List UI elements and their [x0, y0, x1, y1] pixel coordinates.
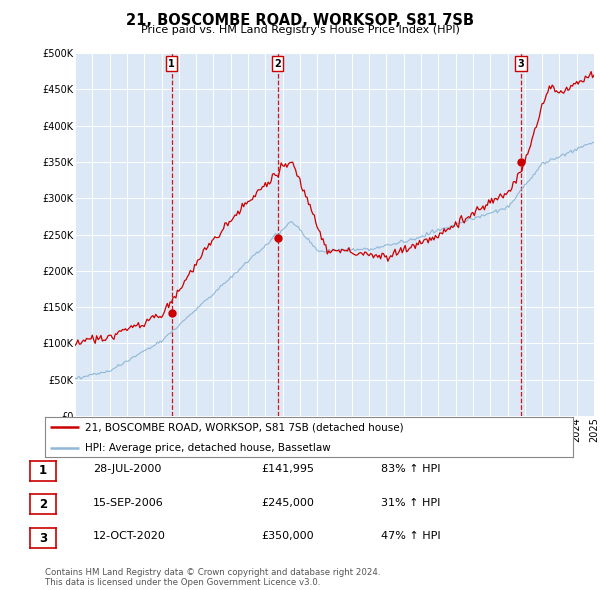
Text: 31% ↑ HPI: 31% ↑ HPI: [381, 498, 440, 507]
Text: 47% ↑ HPI: 47% ↑ HPI: [381, 532, 440, 541]
Text: £350,000: £350,000: [261, 532, 314, 541]
Text: 2: 2: [39, 498, 47, 511]
Text: £245,000: £245,000: [261, 498, 314, 507]
Text: 1: 1: [39, 464, 47, 477]
Text: 28-JUL-2000: 28-JUL-2000: [93, 464, 161, 474]
Text: Price paid vs. HM Land Registry's House Price Index (HPI): Price paid vs. HM Land Registry's House …: [140, 25, 460, 35]
Text: £141,995: £141,995: [261, 464, 314, 474]
Text: 15-SEP-2006: 15-SEP-2006: [93, 498, 164, 507]
Text: 3: 3: [39, 532, 47, 545]
Text: 2: 2: [274, 58, 281, 68]
Text: 21, BOSCOMBE ROAD, WORKSOP, S81 7SB (detached house): 21, BOSCOMBE ROAD, WORKSOP, S81 7SB (det…: [85, 422, 403, 432]
Text: Contains HM Land Registry data © Crown copyright and database right 2024.
This d: Contains HM Land Registry data © Crown c…: [45, 568, 380, 587]
Text: HPI: Average price, detached house, Bassetlaw: HPI: Average price, detached house, Bass…: [85, 444, 331, 454]
Text: 21, BOSCOMBE ROAD, WORKSOP, S81 7SB: 21, BOSCOMBE ROAD, WORKSOP, S81 7SB: [126, 13, 474, 28]
Text: 83% ↑ HPI: 83% ↑ HPI: [381, 464, 440, 474]
Text: 1: 1: [168, 58, 175, 68]
Text: 12-OCT-2020: 12-OCT-2020: [93, 532, 166, 541]
Text: 3: 3: [518, 58, 524, 68]
